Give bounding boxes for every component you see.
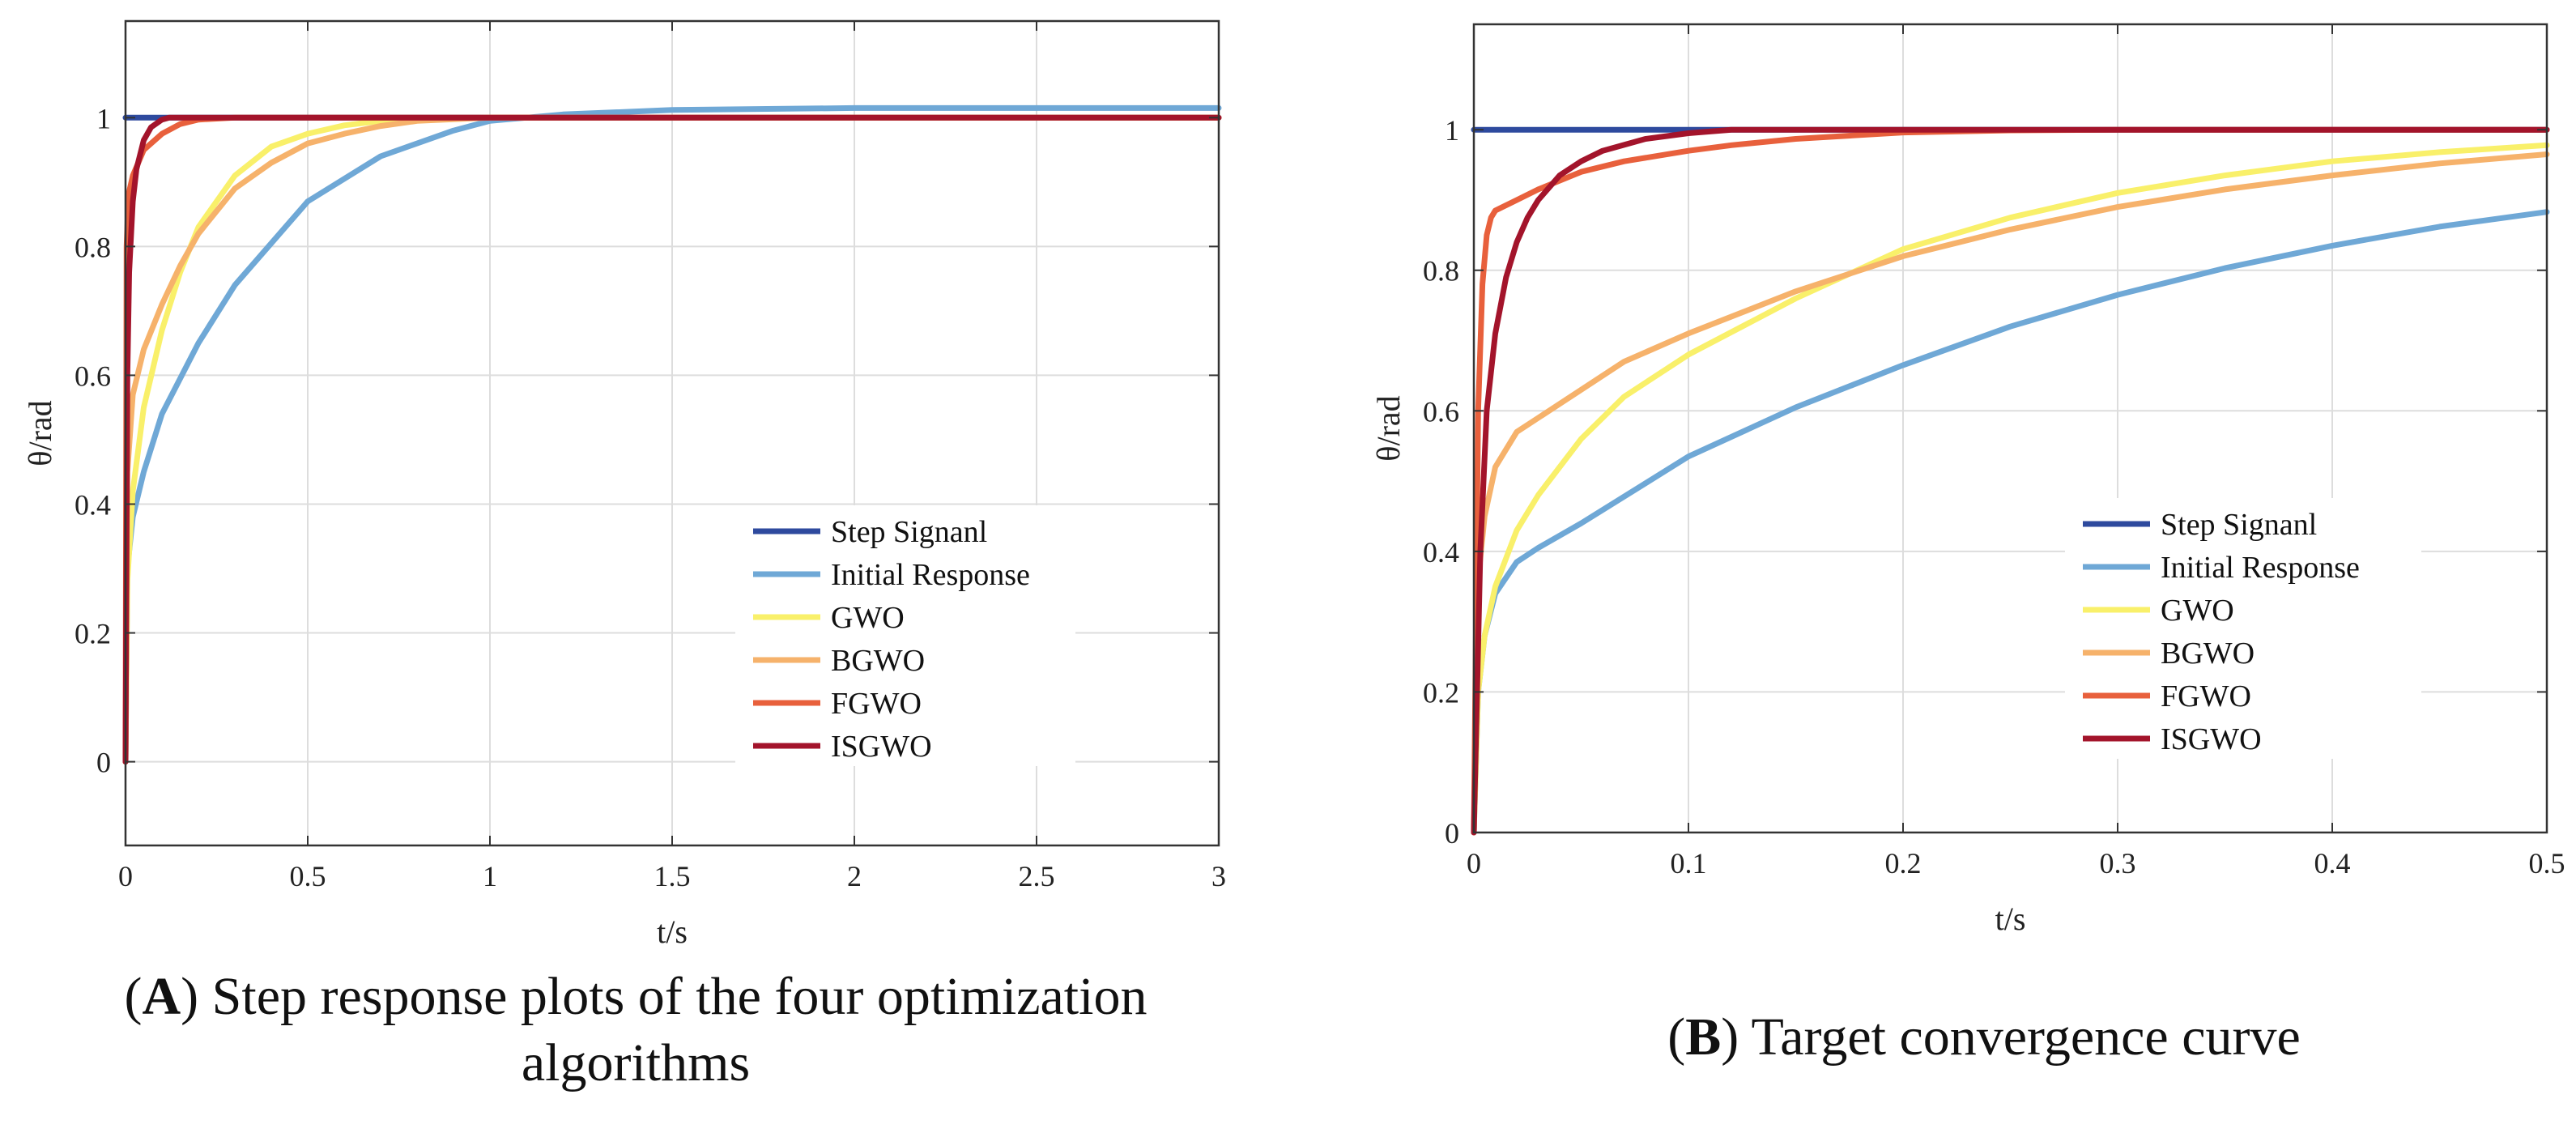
- y-tick-label: 1: [96, 102, 111, 134]
- series-line-isgwo: [1471, 126, 2550, 836]
- x-tick-label: 0.4: [2314, 847, 2351, 879]
- legend-label: ISGWO: [831, 730, 932, 764]
- x-tick-label: 1.5: [654, 860, 691, 892]
- chart-b: 0 0.1 0.2 0.3 0.4 0.5 0 0.2 0.4 0.6 0.8 1 t/s θ/rad St…: [1370, 23, 2565, 937]
- legend-label: Step Signanl: [831, 515, 987, 549]
- legend-label: GWO: [831, 601, 905, 635]
- legend: Step Signanl Initial Response GWO BGWO FGWO I…: [2065, 498, 2421, 759]
- x-tick-label: 2.5: [1019, 860, 1055, 892]
- legend-box: [2065, 498, 2421, 759]
- caption-b: (B) Target convergence curve: [1667, 1007, 2301, 1067]
- y-tick-label: 1: [1445, 114, 1459, 147]
- caption-b-text: Target convergence curve: [1739, 1007, 2301, 1067]
- legend-label: FGWO: [831, 687, 922, 721]
- caption-b-letter: B: [1685, 1007, 1722, 1067]
- y-tick-label: 0.6: [75, 360, 111, 392]
- y-tick-label: 0.2: [1423, 676, 1459, 709]
- x-tick-label: 0.3: [2100, 847, 2136, 879]
- y-tick-label: 0.4: [75, 488, 111, 521]
- y-tick-label: 0.8: [1423, 255, 1459, 287]
- legend-label: BGWO: [2161, 637, 2255, 671]
- x-tick-label: 0.2: [1885, 847, 1922, 879]
- x-tick-label: 0: [1467, 847, 1481, 879]
- legend: Step Signanl Initial Response GWO BGWO FGWO I…: [735, 505, 1075, 766]
- caption-a: (A) Step response plots of the four opti…: [124, 967, 1147, 1092]
- y-tick-label: 0.6: [1423, 395, 1459, 428]
- x-tick-label: 3: [1211, 860, 1226, 892]
- x-tick-label: 0.5: [290, 860, 326, 892]
- y-tick-label: 0.2: [75, 618, 111, 650]
- legend-label: FGWO: [2161, 679, 2251, 713]
- axes-frame: [1472, 23, 2548, 834]
- series-line-bgwo: [1471, 151, 2550, 836]
- legend-label: Initial Response: [2161, 551, 2360, 585]
- x-axis-label: t/s: [1995, 901, 2026, 937]
- caption-a-letter: A: [142, 967, 181, 1026]
- legend-label: ISGWO: [2161, 722, 2262, 756]
- x-tick-label: 0: [118, 860, 133, 892]
- chart-a: 0 0.5 1 1.5 2 2.5 3 0 0.2 0.4 0.6 0.8 1 t/s θ/rad Step …: [22, 19, 1226, 950]
- y-tick-label: 0: [96, 747, 111, 779]
- legend-label: Step Signanl: [2161, 508, 2317, 542]
- y-axis-label: θ/rad: [1370, 395, 1407, 461]
- x-tick-label: 0.5: [2529, 847, 2565, 879]
- series-line-initial-response: [122, 104, 1222, 765]
- x-axis-label: t/s: [657, 913, 688, 950]
- y-tick-label: 0: [1445, 817, 1459, 850]
- legend-label: BGWO: [831, 644, 925, 678]
- legend-label: Initial Response: [831, 558, 1030, 592]
- series-line-isgwo: [122, 114, 1222, 765]
- y-tick-label: 0.4: [1423, 536, 1459, 568]
- x-tick-label: 2: [847, 860, 862, 892]
- legend-label: GWO: [2161, 594, 2234, 628]
- x-tick-label: 0.1: [1671, 847, 1707, 879]
- y-tick-label: 0.8: [75, 231, 111, 263]
- legend-box: [735, 505, 1075, 766]
- y-axis-label: θ/rad: [22, 400, 58, 466]
- x-tick-label: 1: [483, 860, 497, 892]
- series-line-gwo: [1471, 142, 2550, 836]
- caption-a-text: Step response plots of the four optimiza…: [198, 967, 1147, 1092]
